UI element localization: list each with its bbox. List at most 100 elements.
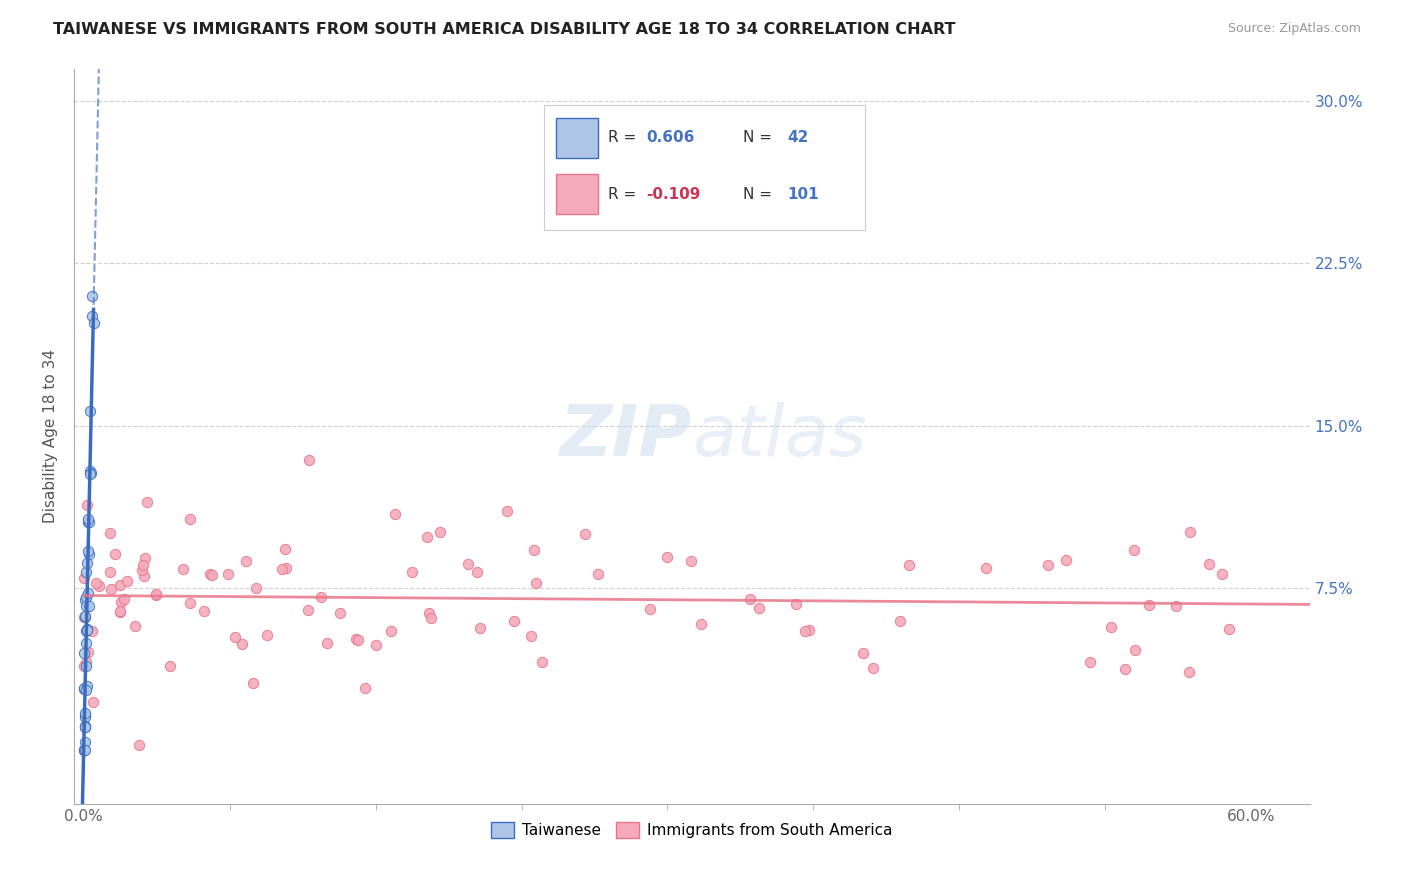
Point bbox=[98, 525, 121, 540]
Point bbox=[104, 547, 127, 561]
Point bbox=[574, 527, 596, 541]
Point bbox=[353, 681, 375, 695]
Point bbox=[108, 605, 131, 619]
Point bbox=[224, 630, 246, 644]
Point bbox=[73, 743, 96, 757]
Point bbox=[380, 624, 402, 639]
Point bbox=[100, 582, 122, 596]
Point bbox=[73, 743, 96, 757]
Point bbox=[80, 467, 103, 481]
Point bbox=[198, 566, 221, 581]
Point bbox=[98, 565, 121, 579]
Point bbox=[134, 551, 156, 566]
Point bbox=[897, 558, 920, 573]
Point bbox=[73, 610, 96, 624]
Point bbox=[124, 619, 146, 633]
Point bbox=[75, 591, 97, 605]
Point bbox=[82, 309, 104, 323]
Point bbox=[679, 554, 702, 568]
Point bbox=[689, 616, 711, 631]
Point bbox=[1211, 566, 1233, 581]
Point bbox=[1054, 553, 1077, 567]
Point bbox=[73, 720, 96, 734]
Point bbox=[108, 578, 131, 592]
Point bbox=[329, 606, 352, 620]
Point bbox=[429, 525, 451, 540]
Point bbox=[465, 565, 488, 579]
Point bbox=[132, 558, 155, 573]
Point bbox=[75, 599, 97, 614]
Point bbox=[201, 568, 224, 582]
Point bbox=[75, 743, 97, 757]
Point bbox=[75, 708, 97, 723]
Point bbox=[418, 606, 440, 620]
Point bbox=[73, 719, 96, 733]
Point bbox=[785, 597, 807, 611]
Point bbox=[1137, 598, 1160, 612]
Point bbox=[457, 558, 479, 572]
Point bbox=[76, 679, 98, 693]
Point bbox=[748, 601, 770, 615]
Point bbox=[145, 589, 167, 603]
Point bbox=[256, 628, 278, 642]
Point bbox=[235, 554, 257, 568]
Point bbox=[862, 661, 884, 675]
Point bbox=[401, 566, 423, 580]
Point bbox=[132, 569, 155, 583]
Point bbox=[172, 562, 194, 576]
Point bbox=[73, 743, 96, 757]
Point bbox=[79, 547, 101, 561]
Point bbox=[657, 550, 679, 565]
Point bbox=[797, 623, 820, 637]
Point bbox=[73, 646, 96, 660]
Point bbox=[73, 706, 96, 720]
Point bbox=[145, 587, 167, 601]
Point bbox=[496, 503, 519, 517]
Point bbox=[1080, 655, 1102, 669]
Point bbox=[889, 614, 911, 628]
Point bbox=[79, 464, 101, 478]
Point bbox=[468, 621, 491, 635]
Point bbox=[75, 565, 97, 579]
Point bbox=[82, 695, 104, 709]
Point bbox=[86, 575, 108, 590]
Point bbox=[415, 530, 437, 544]
Point bbox=[128, 738, 150, 752]
Point bbox=[586, 567, 609, 582]
Point bbox=[110, 595, 132, 609]
Point bbox=[77, 544, 100, 558]
Point bbox=[524, 576, 547, 591]
Point bbox=[366, 638, 388, 652]
Point bbox=[75, 624, 97, 638]
Point bbox=[136, 495, 159, 509]
Point bbox=[503, 614, 526, 628]
Point bbox=[75, 593, 97, 607]
Point bbox=[1099, 620, 1122, 634]
Point bbox=[79, 467, 101, 481]
Point bbox=[1218, 622, 1240, 636]
Point bbox=[1178, 524, 1201, 539]
Point bbox=[297, 602, 319, 616]
Point bbox=[519, 629, 541, 643]
Y-axis label: Disability Age 18 to 34: Disability Age 18 to 34 bbox=[44, 350, 58, 524]
Point bbox=[640, 601, 662, 615]
Point bbox=[77, 516, 100, 530]
Point bbox=[82, 289, 104, 303]
Point bbox=[75, 636, 97, 650]
Text: Source: ZipAtlas.com: Source: ZipAtlas.com bbox=[1227, 22, 1361, 36]
Point bbox=[852, 646, 875, 660]
Point bbox=[347, 632, 370, 647]
Point bbox=[75, 609, 97, 624]
Point bbox=[231, 637, 253, 651]
Point bbox=[298, 452, 321, 467]
Point bbox=[794, 624, 817, 638]
Point bbox=[73, 682, 96, 697]
Point bbox=[80, 624, 103, 638]
Point bbox=[73, 681, 96, 696]
Point bbox=[245, 581, 267, 595]
Point bbox=[276, 560, 298, 574]
Point bbox=[76, 512, 98, 526]
Point bbox=[76, 498, 98, 512]
Point bbox=[271, 562, 294, 576]
Point bbox=[159, 658, 181, 673]
